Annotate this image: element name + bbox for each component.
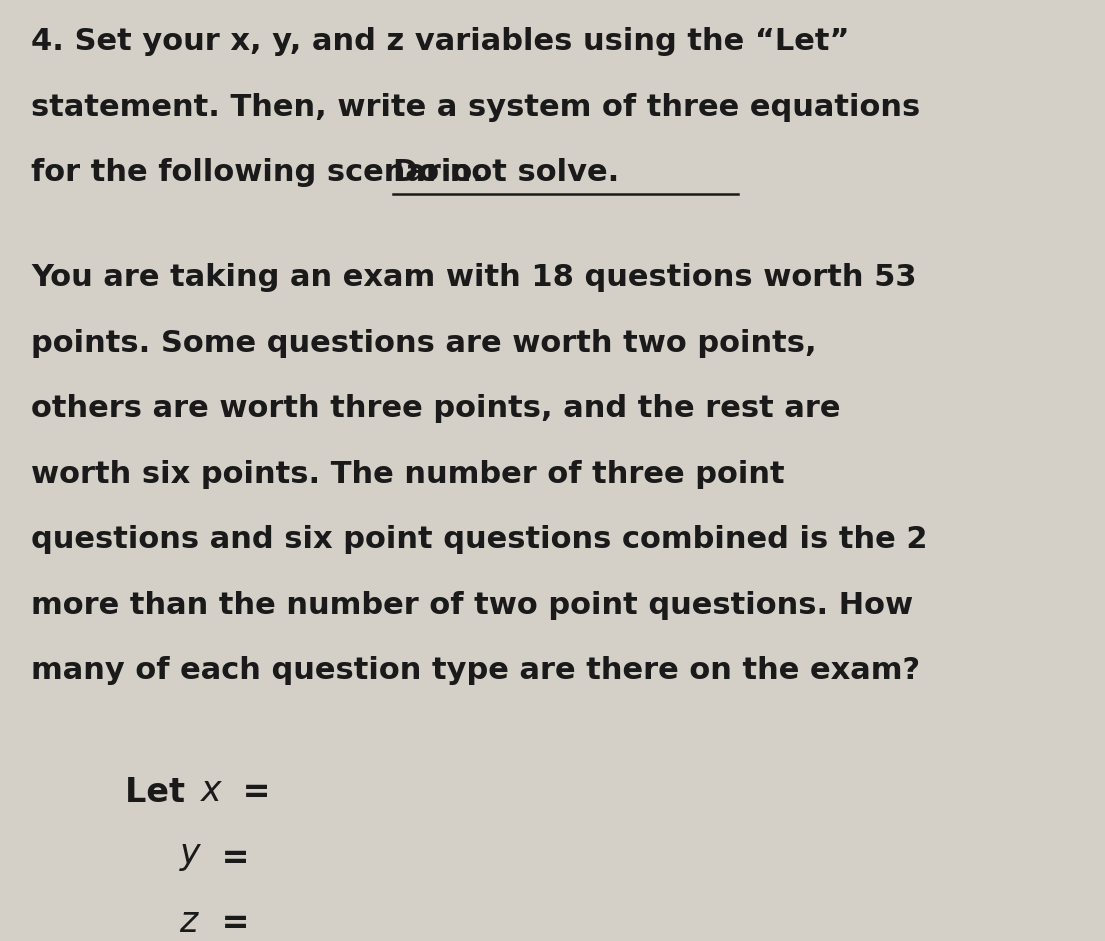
Text: $x$: $x$ — [200, 774, 223, 807]
Text: points. Some questions are worth two points,: points. Some questions are worth two poi… — [31, 328, 817, 358]
Text: others are worth three points, and the rest are: others are worth three points, and the r… — [31, 394, 841, 423]
Text: =: = — [210, 907, 250, 940]
Text: many of each question type are there on the exam?: many of each question type are there on … — [31, 656, 920, 685]
Text: questions and six point questions combined is the 2: questions and six point questions combin… — [31, 525, 928, 554]
Text: =: = — [231, 776, 271, 809]
Text: $y$: $y$ — [179, 839, 202, 873]
Text: $z$: $z$ — [179, 904, 200, 939]
Text: =: = — [210, 842, 250, 875]
Text: more than the number of two point questions. How: more than the number of two point questi… — [31, 591, 914, 620]
Text: statement. Then, write a system of three equations: statement. Then, write a system of three… — [31, 93, 920, 121]
Text: Do not solve.: Do not solve. — [392, 158, 619, 187]
Text: You are taking an exam with 18 questions worth 53: You are taking an exam with 18 questions… — [31, 263, 917, 292]
Text: 4. Set your x, y, and z variables using the “Let”: 4. Set your x, y, and z variables using … — [31, 27, 850, 56]
Text: worth six points. The number of three point: worth six points. The number of three po… — [31, 460, 785, 488]
Text: for the following scenario.: for the following scenario. — [31, 158, 495, 187]
Text: Let: Let — [125, 776, 197, 809]
